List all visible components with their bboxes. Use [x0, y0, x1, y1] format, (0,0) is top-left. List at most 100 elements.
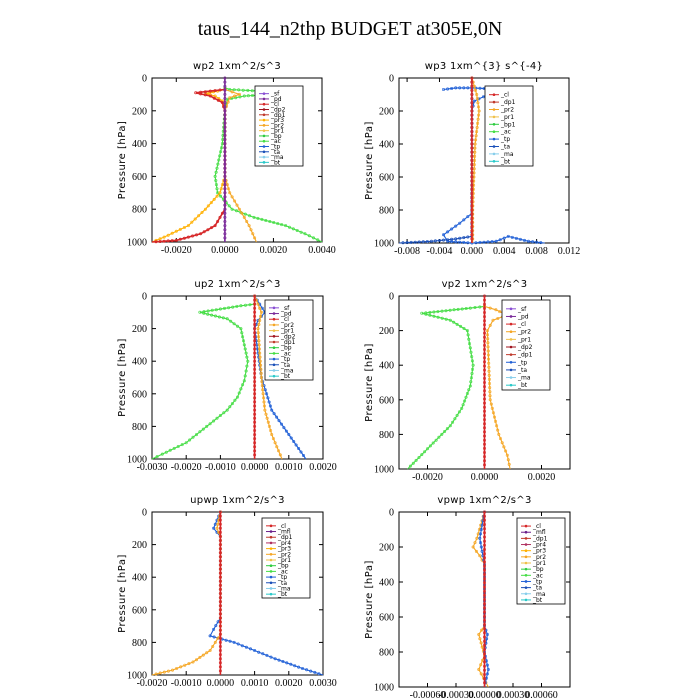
series-point-ac	[248, 214, 252, 218]
plot-frame	[398, 77, 570, 244]
series-point-cl	[482, 380, 486, 384]
panel-title: vpwp 1xm^2/s^3	[437, 495, 531, 506]
series-point-pd	[223, 84, 227, 88]
series-point-cl	[253, 363, 257, 367]
series-point-ac	[448, 424, 452, 428]
series-point-cl	[203, 90, 207, 94]
series-point-ac	[155, 455, 159, 459]
series-point-cl	[470, 159, 474, 163]
series-point-cl	[470, 150, 474, 154]
series-point-pr3	[217, 97, 221, 101]
series-point-ta	[421, 240, 425, 244]
series-point-pr2	[154, 672, 158, 676]
series-point-cl	[482, 643, 486, 647]
series-point-tp	[270, 408, 274, 412]
series-point-tp	[498, 238, 502, 242]
series-point-ta	[441, 238, 445, 242]
series-point-ac	[303, 232, 307, 236]
series-point-ac	[235, 304, 239, 308]
series-point-ac	[241, 335, 245, 339]
series-point-ac	[246, 94, 250, 98]
series-point-pr2	[275, 445, 279, 449]
series-point-tp	[479, 527, 483, 531]
series-point-ac	[225, 408, 229, 412]
series-point-pr2	[258, 318, 262, 322]
series-point-pd	[223, 92, 227, 96]
legend-swatch-marker	[272, 363, 276, 367]
series-point-pr3	[212, 197, 216, 201]
y-tick-label: 600	[132, 605, 147, 616]
legend-label: _pr4	[532, 542, 546, 549]
series-point-cl	[482, 323, 486, 327]
legend-label: _cl	[500, 92, 509, 99]
legend-swatch-marker	[272, 329, 276, 332]
series-point-tp	[249, 647, 253, 651]
series-point-pr2	[233, 94, 237, 98]
series-point-ac	[452, 308, 456, 312]
y-tick-label: 200	[379, 107, 394, 118]
series-point-pr3	[193, 217, 197, 221]
series-point-cl	[470, 126, 474, 130]
series-point-pr2	[475, 93, 479, 97]
series-point-pr2	[473, 541, 477, 545]
series-point-pr2	[478, 554, 482, 558]
series-point-tp	[478, 240, 482, 244]
series-point-cl	[482, 543, 486, 547]
series-point-cl	[470, 138, 474, 142]
series-point-cl	[482, 535, 486, 539]
series-point-cl	[253, 367, 257, 371]
series-point-pr2	[235, 203, 239, 207]
series-point-cl	[195, 233, 199, 237]
series-point-pr2	[473, 150, 477, 154]
legend-swatch-marker	[272, 312, 276, 315]
series-point-pr2	[493, 419, 497, 423]
series-point-cl	[253, 302, 257, 306]
series-point-cl	[253, 420, 257, 424]
series-point-ac	[210, 313, 214, 317]
legend-label: _ta	[517, 367, 527, 374]
x-tick-label: -0.0020	[137, 678, 168, 689]
series-point-pd	[223, 101, 227, 105]
legend-swatch-marker	[524, 555, 528, 559]
series-point-cl	[253, 306, 257, 310]
legend-label: _pr2	[277, 551, 291, 558]
series-point-pr2	[496, 316, 500, 320]
series-point-pr2	[486, 349, 490, 353]
series-point-tp	[232, 640, 236, 644]
series-point-tp	[466, 86, 470, 90]
series-point-ac	[176, 444, 180, 448]
legend-label: _bt	[517, 382, 528, 389]
series-point-ac	[172, 446, 176, 450]
series-point-ac	[311, 236, 315, 240]
series-point-cl	[199, 92, 203, 96]
series-point-ac	[452, 320, 456, 324]
series-point-cl	[253, 351, 257, 355]
series-point-cl	[482, 610, 486, 614]
series-point-tp	[526, 239, 530, 243]
series-line-ac	[151, 303, 255, 460]
series-point-cl	[470, 84, 474, 88]
series-point-pr2	[271, 437, 275, 441]
series-point-tp	[510, 235, 514, 239]
page-title: taus_144_n2thp BUDGET at305E,0N	[197, 18, 503, 40]
legend-swatch-marker	[509, 322, 513, 326]
x-tick-label: 0.0020	[275, 678, 303, 689]
series-point-cl	[253, 327, 257, 331]
series-point-cl	[482, 302, 486, 306]
series-point-pd	[223, 187, 227, 191]
series-point-tp	[268, 404, 272, 408]
series-point-pd	[223, 97, 227, 101]
series-point-tp	[466, 215, 470, 219]
series-point-cl	[218, 632, 222, 636]
series-point-ac	[242, 339, 246, 343]
series-point-pr2	[495, 424, 499, 428]
legend-label: _bp	[277, 563, 289, 570]
series-point-pr2	[486, 337, 490, 341]
series-point-tp	[272, 412, 276, 416]
legend-label: _ac	[270, 138, 281, 145]
series-point-cl	[191, 234, 195, 238]
series-point-cl	[470, 146, 474, 150]
x-tick-label: 0.008	[525, 246, 548, 257]
legend-label: _sf	[270, 91, 280, 98]
series-point-pr2	[475, 130, 479, 134]
